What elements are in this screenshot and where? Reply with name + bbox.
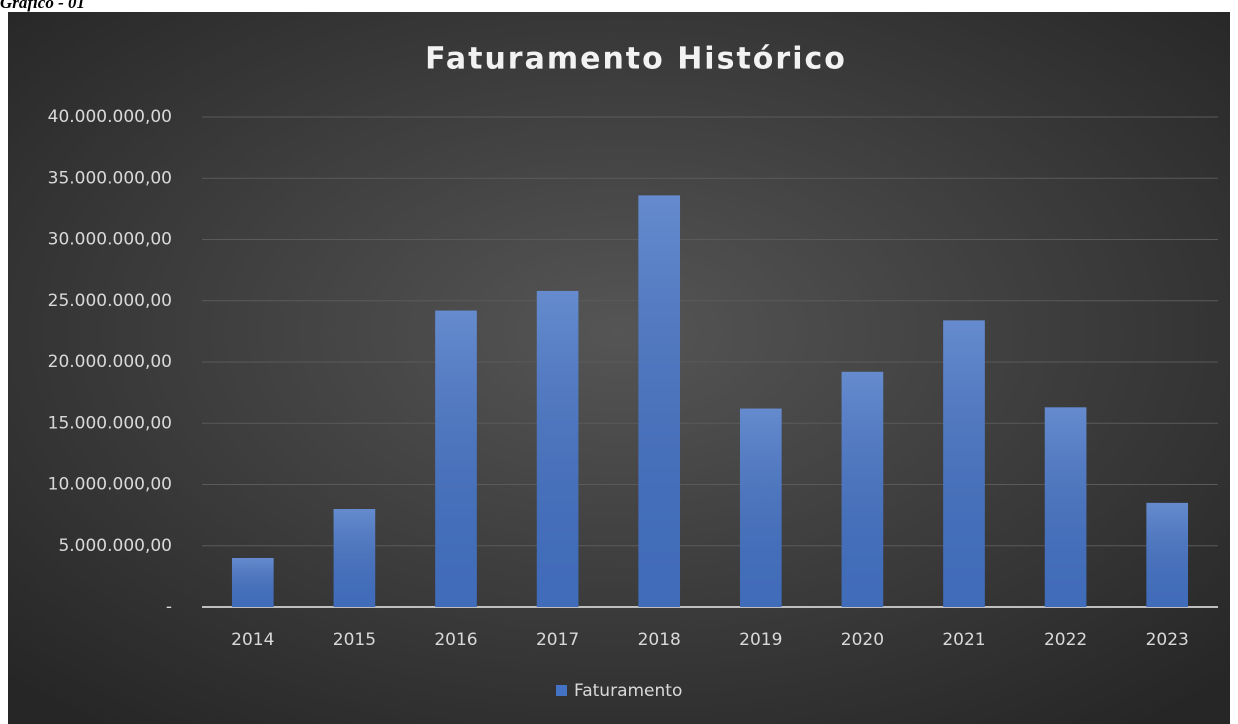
bar-shade	[739, 408, 782, 607]
y-tick-label: 40.000.000,00	[48, 107, 172, 127]
x-tick-label: 2016	[434, 630, 477, 650]
y-tick-label: 10.000.000,00	[48, 475, 172, 495]
x-tick-label: 2022	[1044, 630, 1087, 650]
bar-shade	[1146, 502, 1189, 607]
bar-shade	[231, 558, 274, 607]
y-tick-label: 20.000.000,00	[48, 352, 172, 372]
x-tick-label: 2020	[841, 630, 884, 650]
x-tick-label: 2015	[333, 630, 376, 650]
bar-shade	[1044, 407, 1087, 607]
bar-shade	[638, 195, 681, 607]
bar-shade	[435, 310, 477, 607]
y-tick-label: 25.000.000,00	[48, 291, 172, 311]
caption: Gráfico - 01	[0, 0, 85, 12]
x-tick-label: 2014	[231, 630, 274, 650]
y-tick-label: 35.000.000,00	[48, 168, 172, 188]
bar-shade	[943, 320, 985, 607]
chart-title: Faturamento Histórico	[425, 42, 847, 77]
bar-shade	[841, 371, 884, 607]
bar-shade	[333, 509, 376, 607]
chart-background	[8, 12, 1230, 724]
x-tick-label: 2019	[739, 630, 782, 650]
y-tick-label: 15.000.000,00	[48, 413, 172, 433]
x-tick-label: 2018	[638, 630, 681, 650]
legend-label: Faturamento	[574, 681, 682, 701]
y-tick-label: 30.000.000,00	[48, 230, 172, 250]
bar-shade	[536, 290, 579, 607]
y-tick-label: 5.000.000,00	[58, 536, 172, 556]
y-tick-label: -	[166, 597, 172, 617]
x-tick-label: 2021	[942, 630, 985, 650]
x-tick-label: 2017	[536, 630, 579, 650]
x-tick-label: 2023	[1146, 630, 1189, 650]
legend-swatch	[556, 685, 567, 696]
